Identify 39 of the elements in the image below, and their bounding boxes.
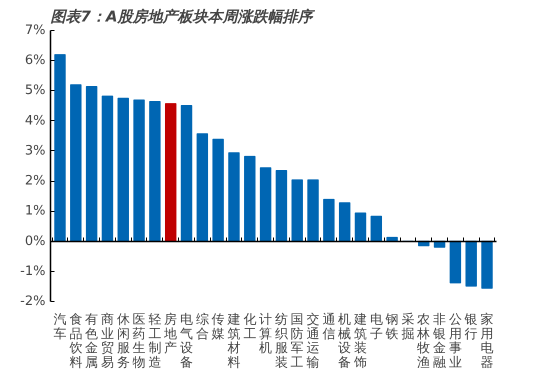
y-tick-label: 1% xyxy=(24,204,46,219)
y-tick-label: 3% xyxy=(24,143,46,158)
y-tick-label: 7% xyxy=(24,23,46,38)
x-tick-label: 机械设备 xyxy=(338,312,352,370)
x-tick-label: 通信 xyxy=(322,312,336,342)
x-tick-label: 国防军工 xyxy=(290,312,304,370)
x-tick-label: 农林牧渔 xyxy=(416,312,430,370)
y-tick-label: 0% xyxy=(24,234,46,249)
x-tick-label: 轻工制造 xyxy=(148,312,162,370)
x-tick-label: 医药生物 xyxy=(132,312,146,370)
x-tick-label: 商业贸易 xyxy=(100,312,114,370)
x-tick-label: 家用电器 xyxy=(480,312,494,370)
x-tick-label: 房地产 xyxy=(163,312,178,356)
x-tick-label: 建筑装饰 xyxy=(352,312,367,370)
x-tick-label: 纺织服装 xyxy=(274,312,288,370)
x-tick-label: 汽车 xyxy=(53,312,66,342)
x-tick-label: 电子 xyxy=(370,312,383,342)
x-tick-label: 银行 xyxy=(464,312,478,342)
y-tick-label: 5% xyxy=(24,83,46,98)
x-tick-label: 公用事业 xyxy=(448,312,462,370)
x-tick-label: 化工 xyxy=(243,312,256,342)
x-tick-label: 休闲服务 xyxy=(116,312,130,370)
y-tick-label: 2% xyxy=(24,174,46,189)
x-tick-label: 建筑材料 xyxy=(226,312,240,370)
y-tick-label: 4% xyxy=(24,113,46,128)
x-tick-label: 综合 xyxy=(196,312,209,342)
x-tick-label: 钢铁 xyxy=(384,312,399,342)
x-tick-label: 有色金属 xyxy=(85,312,98,370)
y-tick-label: 6% xyxy=(24,53,46,68)
x-tick-label: 交通运输 xyxy=(306,312,320,370)
x-tick-label: 传媒 xyxy=(212,312,225,342)
x-tick-label: 采掘 xyxy=(401,312,414,342)
y-tick-label: -2% xyxy=(20,294,46,309)
x-tick-label: 非银金融 xyxy=(432,312,446,370)
x-tick-label: 计算机 xyxy=(259,312,272,356)
chart-title: 图表7：A股房地产板块本周涨跌幅排序 xyxy=(50,8,316,26)
x-tick-label: 食品饮料 xyxy=(68,312,82,370)
x-tick-label: 电气设备 xyxy=(180,312,194,370)
y-tick-label: -1% xyxy=(20,264,46,279)
